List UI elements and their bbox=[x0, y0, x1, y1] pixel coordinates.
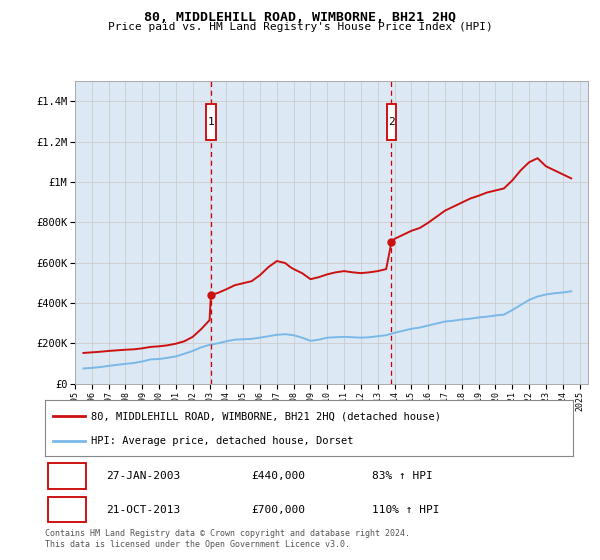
FancyBboxPatch shape bbox=[47, 463, 86, 489]
Text: HPI: Average price, detached house, Dorset: HPI: Average price, detached house, Dors… bbox=[91, 436, 354, 446]
Text: 83% ↑ HPI: 83% ↑ HPI bbox=[373, 471, 433, 481]
Text: £700,000: £700,000 bbox=[251, 505, 305, 515]
Text: 80, MIDDLEHILL ROAD, WIMBORNE, BH21 2HQ (detached house): 80, MIDDLEHILL ROAD, WIMBORNE, BH21 2HQ … bbox=[91, 411, 442, 421]
Text: 80, MIDDLEHILL ROAD, WIMBORNE, BH21 2HQ: 80, MIDDLEHILL ROAD, WIMBORNE, BH21 2HQ bbox=[144, 11, 456, 24]
Text: 110% ↑ HPI: 110% ↑ HPI bbox=[373, 505, 440, 515]
Text: £440,000: £440,000 bbox=[251, 471, 305, 481]
Text: 21-OCT-2013: 21-OCT-2013 bbox=[106, 505, 180, 515]
Text: 2: 2 bbox=[63, 505, 70, 515]
FancyBboxPatch shape bbox=[47, 497, 86, 522]
Text: 1: 1 bbox=[208, 117, 214, 127]
Text: 1: 1 bbox=[63, 471, 70, 481]
FancyBboxPatch shape bbox=[386, 105, 396, 139]
Text: 27-JAN-2003: 27-JAN-2003 bbox=[106, 471, 180, 481]
Text: Price paid vs. HM Land Registry's House Price Index (HPI): Price paid vs. HM Land Registry's House … bbox=[107, 22, 493, 32]
FancyBboxPatch shape bbox=[206, 105, 215, 139]
Text: Contains HM Land Registry data © Crown copyright and database right 2024.
This d: Contains HM Land Registry data © Crown c… bbox=[45, 529, 410, 549]
Text: 2: 2 bbox=[388, 117, 395, 127]
